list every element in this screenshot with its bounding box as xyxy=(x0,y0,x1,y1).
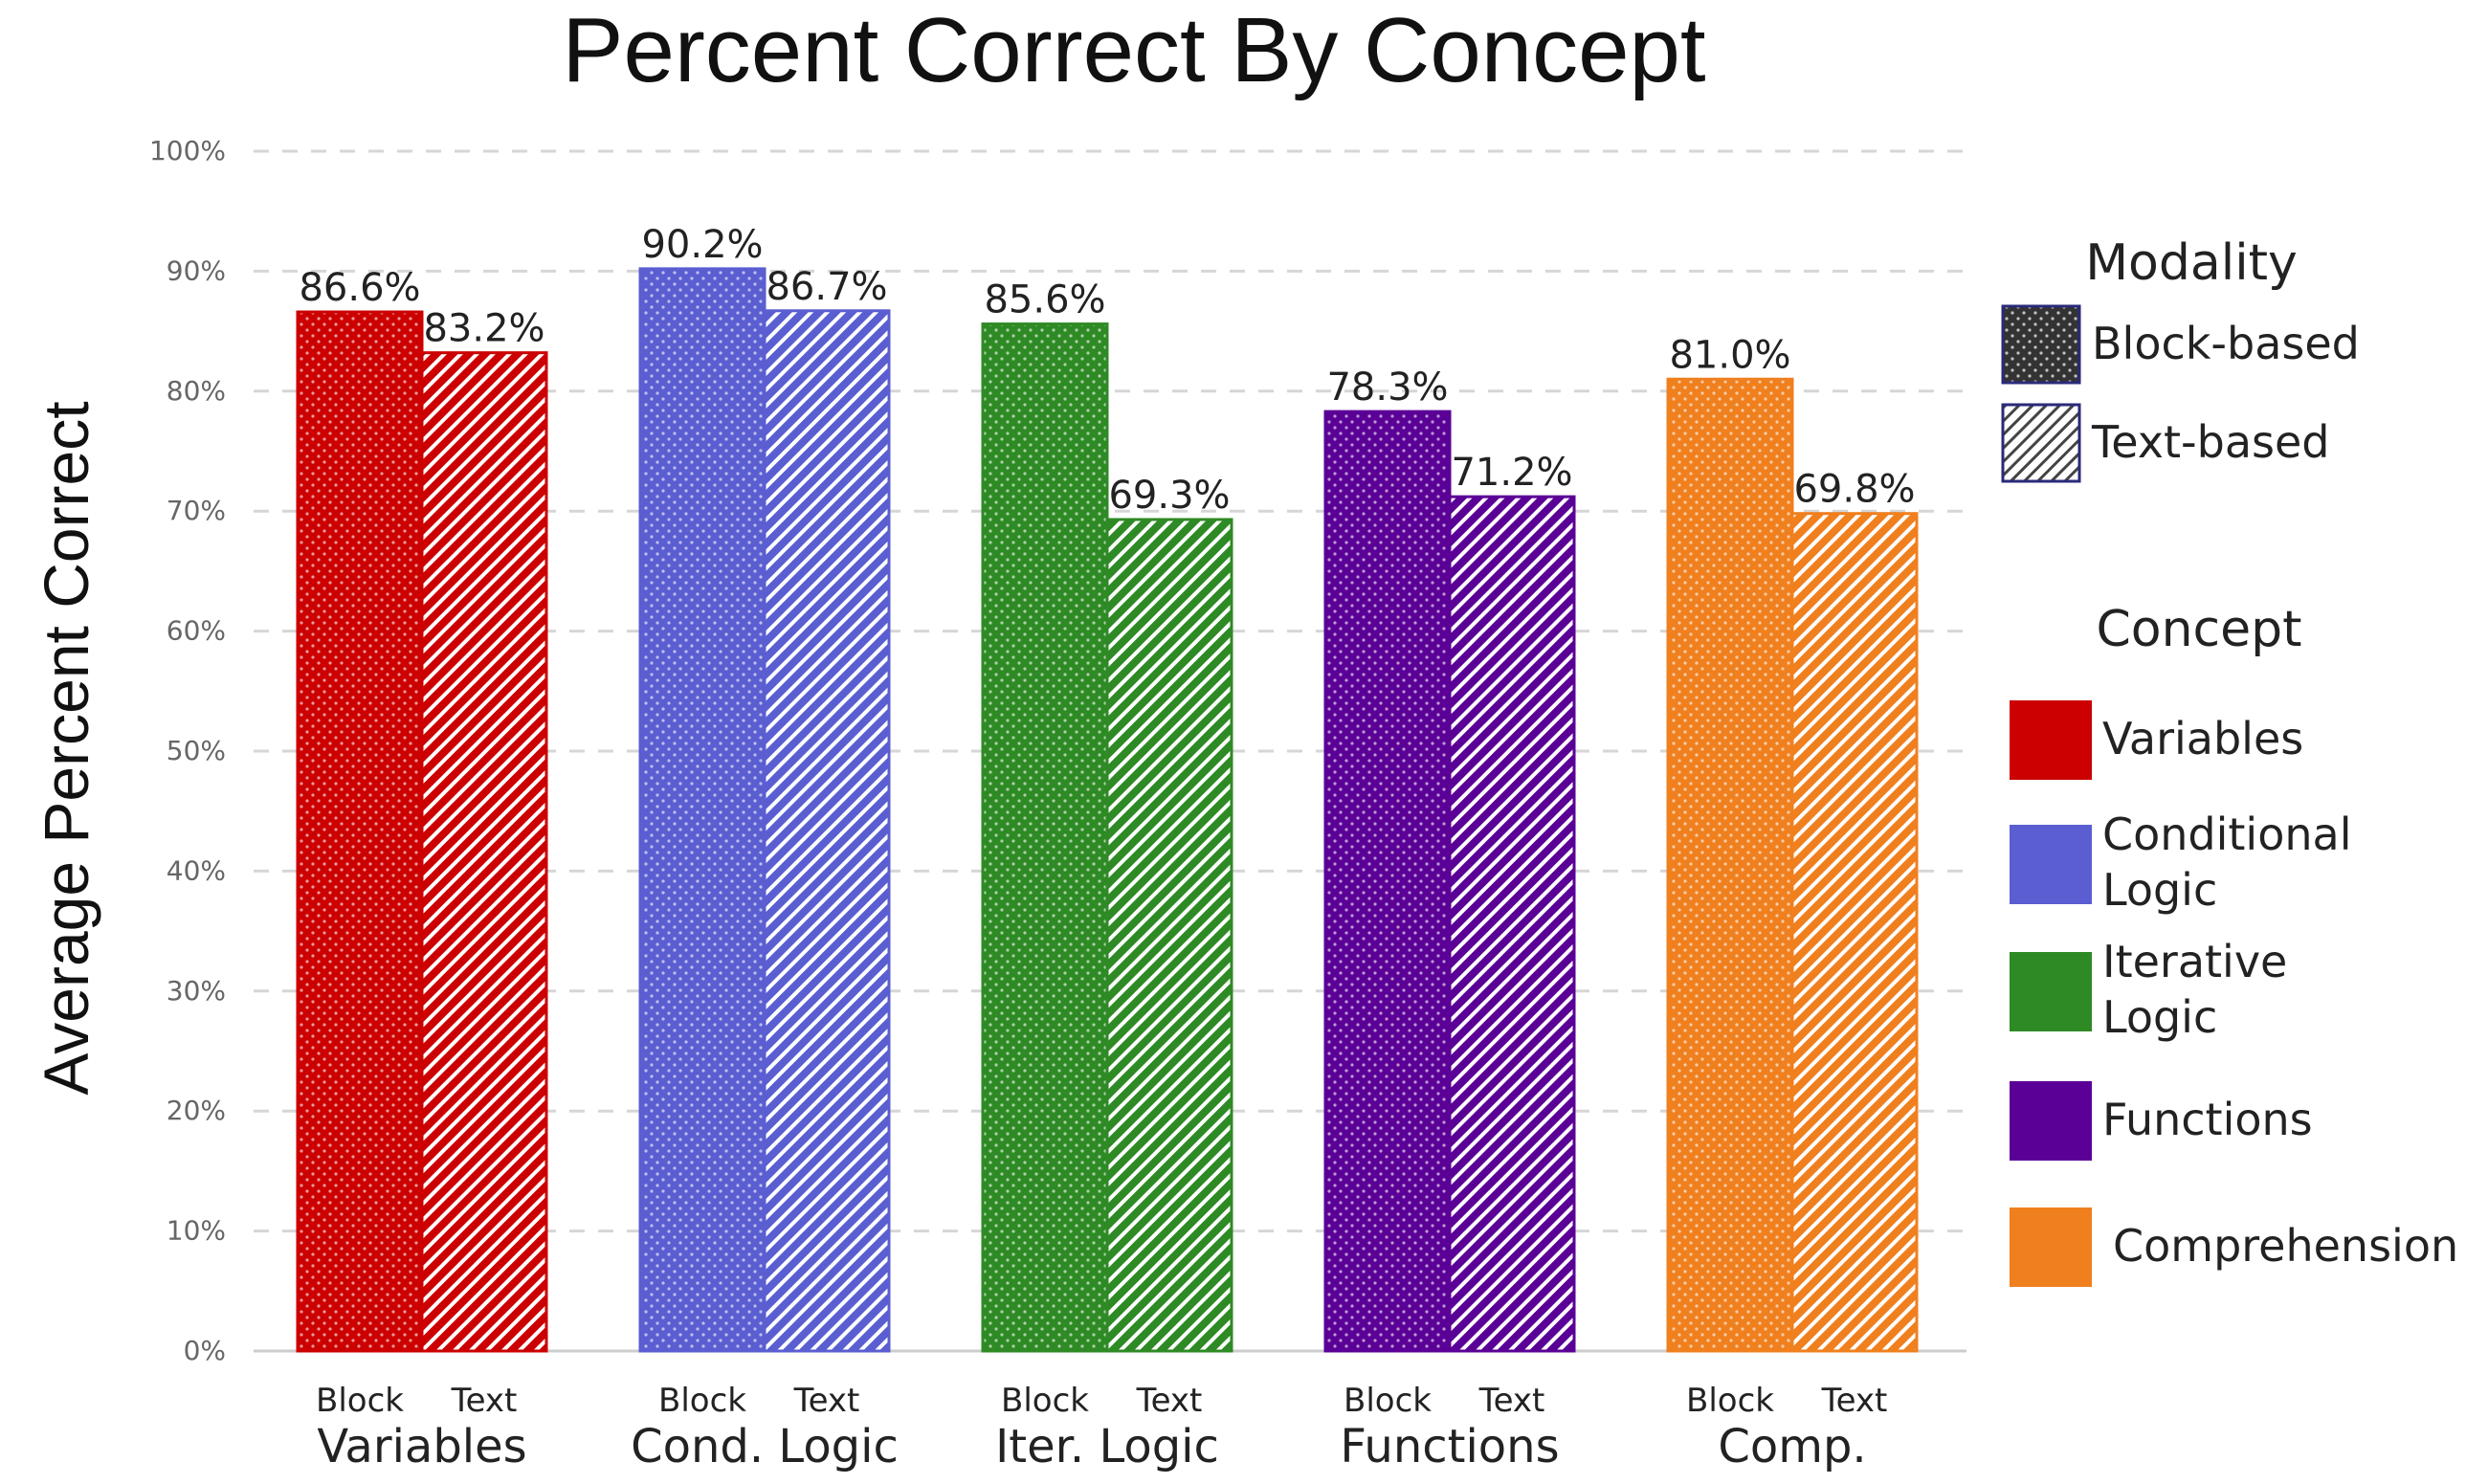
data-label: 71.2% xyxy=(1451,451,1572,495)
value-labels: 86.6%83.2% 90.2%86.7% 85.6% 69.3% 78.3%71.2%… xyxy=(299,223,1915,518)
y-tick-label: 0% xyxy=(184,1335,226,1366)
legend-swatch-concept xyxy=(2010,825,2092,904)
bar-cond-logic-block-based xyxy=(638,267,766,1353)
legend-item-concept: Iterative Logic xyxy=(2102,936,2287,1043)
bar-sub-label: Text xyxy=(451,1382,518,1420)
data-label: 90.2% xyxy=(641,223,763,267)
bar-iter-logic-text-based xyxy=(1105,518,1233,1353)
y-axis-label: Average Percent Correct xyxy=(31,401,101,1095)
bar-sub-label: Block xyxy=(316,1382,404,1420)
y-tick-label: 60% xyxy=(167,615,226,647)
legend-swatch-concept xyxy=(2010,1081,2092,1161)
data-label: 85.6% xyxy=(984,278,1105,322)
data-label: 83.2% xyxy=(423,307,544,351)
bar-variables-block-based xyxy=(296,310,424,1353)
y-axis-ticks: 0% 10% 20% 30% 40% 50% 60% 70% 80% 90% 100% xyxy=(149,135,226,1366)
bar-functions-text-based xyxy=(1448,495,1576,1353)
bar-iter-logic-block-based xyxy=(981,322,1109,1353)
bar-variables-text-based xyxy=(420,351,548,1353)
x-tick-label: Iter. Logic xyxy=(995,1420,1219,1473)
bar-sub-label: Block xyxy=(658,1382,746,1420)
bar-functions-block-based xyxy=(1323,410,1452,1353)
chart-title: Percent Correct By Concept xyxy=(562,0,1705,101)
legend: Modality Block-based Text-based Concept Vari… xyxy=(2001,234,2458,1287)
legend-swatch-modality xyxy=(2001,304,2081,385)
y-tick-label: 100% xyxy=(149,135,226,166)
legend-item-concept: Functions xyxy=(2102,1094,2313,1145)
legend-item-concept: Variables xyxy=(2102,713,2303,764)
data-label: 86.6% xyxy=(299,266,420,310)
legend-swatch-concept xyxy=(2010,1207,2092,1287)
data-label: 86.7% xyxy=(766,265,887,309)
bar-sub-label: Block xyxy=(1001,1382,1089,1420)
legend-swatch-concept xyxy=(2010,700,2092,780)
y-tick-label: 50% xyxy=(167,735,226,766)
bar-comp--block-based xyxy=(1666,377,1794,1353)
x-tick-label: Functions xyxy=(1340,1420,1559,1473)
y-tick-label: 30% xyxy=(167,975,226,1007)
y-tick-label: 40% xyxy=(167,854,226,886)
bar-sub-label: Text xyxy=(793,1382,860,1420)
legend-item-modality: Text-based xyxy=(2091,416,2330,468)
bar-comp--text-based xyxy=(1790,512,1919,1353)
legend-title-modality: Modality xyxy=(2085,234,2298,292)
bars xyxy=(296,267,1919,1353)
data-label: 81.0% xyxy=(1669,333,1790,377)
y-tick-label: 80% xyxy=(167,375,226,407)
x-tick-label: Cond. Logic xyxy=(631,1420,899,1473)
legend-swatch-concept xyxy=(2010,952,2092,1031)
data-label: 69.8% xyxy=(1793,468,1915,512)
x-tick-label: Comp. xyxy=(1718,1420,1866,1473)
x-tick-label: Variables xyxy=(317,1420,526,1473)
bar-sub-label: Text xyxy=(1821,1382,1888,1420)
y-tick-label: 20% xyxy=(167,1095,226,1126)
legend-title-concept: Concept xyxy=(2096,601,2301,658)
bar-sub-label: Text xyxy=(1478,1382,1545,1420)
bar-sub-label: Block xyxy=(1686,1382,1774,1420)
y-tick-label: 10% xyxy=(167,1215,226,1247)
legend-item-concept: Conditional Logic xyxy=(2102,808,2351,916)
y-tick-label: 90% xyxy=(167,255,226,286)
legend-swatch-modality xyxy=(2001,403,2081,483)
data-label: 69.3% xyxy=(1108,474,1230,518)
legend-item-modality: Block-based xyxy=(2092,318,2360,369)
legend-item-concept: Comprehension xyxy=(2113,1220,2458,1272)
bar-sub-label: Text xyxy=(1136,1382,1203,1420)
bar-sub-label: Block xyxy=(1344,1382,1432,1420)
data-label: 78.3% xyxy=(1326,365,1448,410)
y-tick-label: 70% xyxy=(167,495,226,526)
bar-cond-logic-text-based xyxy=(763,309,891,1353)
